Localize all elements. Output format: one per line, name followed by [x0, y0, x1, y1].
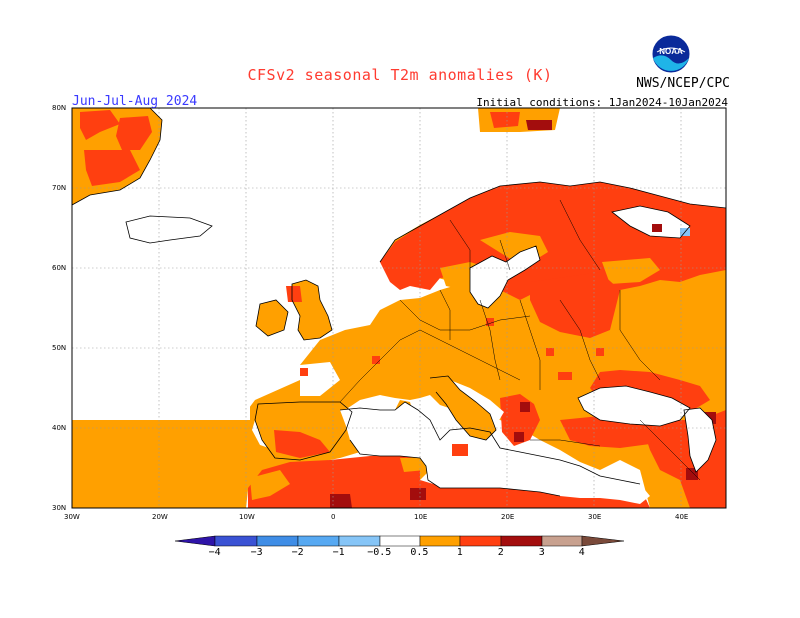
lat-label-30n: 30N	[52, 504, 67, 512]
colorbar-upper-arrow	[581, 535, 625, 547]
period-label: Jun-Jul-Aug 2024	[72, 94, 198, 109]
colorbar-tick-label: −3	[250, 547, 263, 558]
colorbar-segment	[256, 535, 299, 547]
map-frame	[71, 107, 727, 509]
colorbar-tick-label: 1	[456, 547, 463, 558]
lat-label-40n: 40N	[52, 424, 67, 432]
lat-label-50n: 50N	[52, 344, 67, 352]
lon-label-10w: 10W	[239, 513, 255, 521]
caspian-sea	[684, 408, 716, 472]
colorbar	[174, 535, 625, 547]
lon-label-30w: 30W	[64, 513, 80, 521]
colorbar-tick-label: −0.5	[367, 547, 392, 558]
british-isles	[292, 280, 332, 340]
colorbar-segment	[297, 535, 340, 547]
coastlines	[72, 108, 726, 497]
colorbar-tick-label: 0.5	[410, 547, 429, 558]
agency-label: NWS/NCEP/CPC	[636, 76, 730, 91]
colorbar-segment	[214, 535, 258, 547]
colorbar-tick-label: −4	[208, 547, 221, 558]
colorbar-lower-arrow	[174, 535, 216, 547]
baltic-sea	[470, 246, 540, 308]
chart-title: CFSv2 seasonal T2m anomalies (K)	[247, 66, 553, 84]
lon-label-20w: 20W	[152, 513, 168, 521]
lon-label-0: 0	[331, 513, 336, 521]
colorbar-segment	[379, 535, 421, 547]
lon-label-30e: 30E	[588, 513, 602, 521]
mediterranean-sea	[340, 402, 650, 504]
init-conditions-label: Initial conditions: 1Jan2024-10Jan2024	[476, 96, 728, 109]
colorbar-segment	[459, 535, 502, 547]
colorbar-segment	[338, 535, 381, 547]
colorbar-segment	[500, 535, 543, 547]
country-borders	[339, 199, 701, 481]
black-sea	[578, 386, 690, 426]
colorbar-tick-label: 4	[578, 547, 585, 558]
lon-label-10e: 10E	[414, 513, 428, 521]
noaa-logo: NOAA	[651, 34, 691, 74]
lon-label-20e: 20E	[501, 513, 515, 521]
colorbar-segment	[419, 535, 461, 547]
ireland	[256, 300, 288, 336]
graticule	[72, 108, 726, 508]
colorbar-tick-label: −1	[332, 547, 345, 558]
colorbar-tick-label: 3	[538, 547, 545, 558]
lon-label-40e: 40E	[675, 513, 689, 521]
colorbar-tick-label: −2	[291, 547, 304, 558]
lat-label-60n: 60N	[52, 264, 67, 272]
italy	[430, 376, 496, 440]
svg-text:NOAA: NOAA	[659, 47, 683, 56]
lat-label-80n: 80N	[52, 104, 67, 112]
lat-label-70n: 70N	[52, 184, 67, 192]
colorbar-segment	[541, 535, 583, 547]
colorbar-tick-label: 2	[497, 547, 504, 558]
